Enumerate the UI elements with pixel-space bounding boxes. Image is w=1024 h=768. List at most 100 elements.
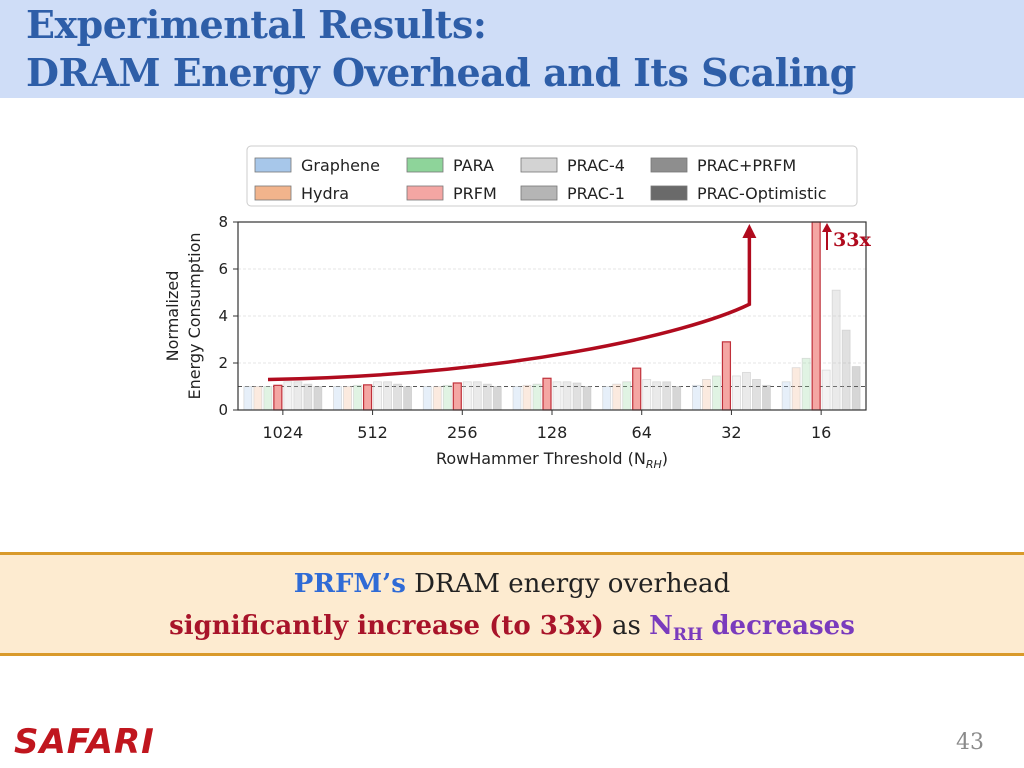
- bar-prfm: [542, 377, 552, 411]
- x-tick-label: 128: [537, 423, 568, 442]
- takeaway-prfm: PRFM’s: [293, 569, 406, 599]
- bar-prac-prfm: [752, 379, 761, 411]
- legend-swatch: [254, 185, 292, 201]
- takeaway-increase: significantly increase (to 33x): [169, 611, 604, 641]
- bar-para: [442, 384, 452, 411]
- x-axis-label-sub: RH: [646, 458, 662, 471]
- bar-prac-1: [831, 289, 841, 411]
- bar-prac-prfm: [572, 382, 582, 411]
- energy-bar-chart: 0 2 4 6 8 1024 512 256 128 64 32 16 33x RowHammer Thr…: [163, 145, 871, 471]
- bar-prac-1: [293, 381, 303, 411]
- trend-curve: [267, 236, 752, 382]
- takeaway-box: PRFM’s DRAM energy overhead significantl…: [0, 552, 1024, 656]
- x-axis-label: RowHammer Threshold (NRH): [436, 449, 668, 471]
- bar-prac-prfm: [662, 381, 672, 411]
- bar-prfm: [362, 384, 373, 411]
- bar-graphene: [512, 386, 522, 411]
- takeaway-line-1: PRFM’s DRAM energy overhead: [0, 569, 1024, 599]
- bar-para: [532, 383, 542, 411]
- y-tick-label: 6: [218, 260, 228, 278]
- bar-graphene: [243, 386, 253, 411]
- bar-prac-prfm: [841, 329, 851, 411]
- legend-swatch: [406, 157, 444, 173]
- takeaway-line-2: significantly increase (to 33x) as NRH d…: [0, 611, 1024, 645]
- bar-prac-1: [652, 381, 662, 411]
- x-axis-label-main: RowHammer Threshold (N: [436, 449, 646, 468]
- plot-area: [238, 222, 866, 410]
- bar-para: [263, 386, 273, 411]
- legend-label: Hydra: [301, 184, 349, 203]
- bar-graphene: [781, 381, 791, 411]
- x-tick-label: 256: [447, 423, 478, 442]
- bar-prac-1: [383, 381, 392, 411]
- bar-hydra: [791, 367, 801, 411]
- legend-label: Graphene: [301, 156, 380, 175]
- bar-prfm: [273, 384, 283, 411]
- bar-prac-4: [373, 381, 382, 411]
- legend-label: PRAC-1: [567, 184, 625, 203]
- bar-prac-4: [821, 369, 831, 411]
- takeaway-decreases: decreases: [711, 611, 855, 641]
- bar-hydra: [343, 386, 352, 411]
- bar-prac-prfm: [482, 383, 492, 411]
- y-tick-label: 0: [218, 401, 228, 419]
- legend-swatch: [520, 157, 558, 173]
- x-tick-label: 32: [721, 423, 741, 442]
- bar-prfm: [452, 382, 462, 411]
- y-axis-label-line-1: Normalized: [163, 271, 182, 362]
- bar-prac-4: [283, 381, 293, 411]
- bar-prac-4: [642, 379, 652, 411]
- bar-hydra: [253, 386, 263, 411]
- bar-prfm: [632, 367, 642, 411]
- bar-graphene: [602, 386, 612, 411]
- bar-prac-1: [472, 381, 482, 411]
- legend-label: PRAC-Optimistic: [697, 184, 827, 203]
- legend-swatch: [520, 185, 558, 201]
- annotation-33x: 33x: [833, 229, 871, 251]
- bar-para: [801, 357, 811, 411]
- bar-prac-4: [462, 381, 472, 411]
- bar-prac-prfm: [303, 383, 313, 411]
- legend-swatch: [650, 157, 688, 173]
- legend-label: PRAC+PRFM: [697, 156, 796, 175]
- title-bar: Experimental Results: DRAM Energy Overhe…: [0, 0, 1024, 98]
- bar-prac-optimistic: [403, 386, 412, 411]
- x-tick-label: 16: [811, 423, 831, 442]
- bar-hydra: [612, 383, 622, 411]
- bar-prac-1: [742, 371, 751, 411]
- bar-prac-optimistic: [672, 386, 682, 411]
- bar-para: [353, 384, 362, 411]
- plot-frame: [237, 221, 867, 411]
- takeaway-nrh: NRH: [649, 611, 703, 645]
- takeaway-rh-sub: RH: [672, 625, 704, 646]
- legend-label: PARA: [453, 156, 494, 175]
- bar-para: [622, 381, 632, 411]
- takeaway-n: N: [649, 611, 673, 641]
- legend-swatch: [650, 185, 688, 201]
- bar-prfm: [811, 221, 821, 411]
- x-tick-label: 512: [357, 423, 388, 442]
- legend-label: PRFM: [453, 184, 497, 203]
- bar-prac-optimistic: [313, 386, 323, 411]
- bar-hydra: [522, 384, 532, 411]
- page-number: 43: [956, 730, 984, 755]
- x-tick-label: 64: [632, 423, 652, 442]
- legend-swatch: [406, 185, 444, 201]
- bar-graphene: [333, 386, 342, 411]
- y-tick-label: 2: [218, 354, 228, 372]
- bar-prac-optimistic: [492, 386, 502, 411]
- bar-graphene: [692, 384, 701, 411]
- x-tick-label: 1024: [262, 423, 303, 442]
- y-axis-label-line-2: Energy Consumption: [185, 232, 204, 399]
- annotation-arrowhead: [822, 223, 832, 232]
- bar-prac-optimistic: [762, 384, 771, 411]
- bar-hydra: [432, 386, 442, 411]
- legend-swatch: [254, 157, 292, 173]
- legend-box: [246, 145, 858, 207]
- bar-prac-4: [552, 381, 562, 411]
- bar-prac-prfm: [393, 383, 402, 411]
- takeaway-energy-text: DRAM energy overhead: [414, 569, 731, 599]
- slide-title-line-2: DRAM Energy Overhead and Its Scaling: [26, 50, 856, 95]
- slide-title-line-1: Experimental Results:: [26, 2, 487, 47]
- bar-prac-optimistic: [851, 366, 861, 411]
